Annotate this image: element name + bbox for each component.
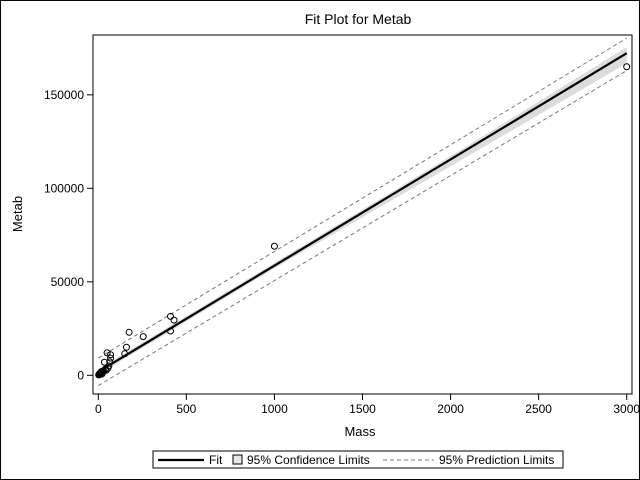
legend-fit-label: Fit xyxy=(209,453,223,467)
data-point xyxy=(170,316,178,324)
legend-confidence-swatch xyxy=(232,454,243,465)
data-point xyxy=(167,327,175,335)
y-tick-label: 100000 xyxy=(44,181,84,195)
data-point xyxy=(125,328,133,336)
y-tick-label: 50000 xyxy=(51,275,85,289)
y-axis-ticks: 0 50000 100000 150000 xyxy=(44,88,93,382)
x-tick-label: 2000 xyxy=(437,402,464,416)
upper-prediction-limit xyxy=(98,37,627,359)
data-point xyxy=(167,312,175,320)
data-point xyxy=(121,350,129,358)
data-point xyxy=(270,242,278,250)
fit-layer xyxy=(97,52,628,373)
data-point xyxy=(106,358,114,366)
x-tick-label: 500 xyxy=(176,402,196,416)
y-axis-label: Metab xyxy=(10,196,25,232)
data-point xyxy=(139,333,147,341)
y-tick-label: 150000 xyxy=(44,88,84,102)
data-point xyxy=(100,358,108,366)
x-axis-ticks: 0 500 1000 1500 2000 2500 3000 xyxy=(95,394,640,416)
data-point xyxy=(105,362,113,370)
data-point xyxy=(103,349,111,357)
x-axis-label: Mass xyxy=(344,424,376,439)
lower-prediction-limit xyxy=(98,70,627,387)
x-tick-label: 1500 xyxy=(349,402,376,416)
data-point xyxy=(122,343,130,351)
x-tick-label: 0 xyxy=(95,402,102,416)
legend-prediction-label: 95% Prediction Limits xyxy=(439,453,554,467)
data-point xyxy=(623,63,631,71)
legend: Fit 95% Confidence Limits 95% Prediction… xyxy=(152,450,564,469)
x-tick-label: 1000 xyxy=(261,402,288,416)
legend-box xyxy=(152,450,564,469)
point-layer xyxy=(95,63,631,379)
x-tick-label: 3000 xyxy=(613,402,640,416)
chart-title: Fit Plot for Metab xyxy=(305,11,412,27)
data-point xyxy=(107,351,115,359)
legend-confidence-label: 95% Confidence Limits xyxy=(247,453,370,467)
y-tick-label: 0 xyxy=(77,368,84,382)
x-tick-label: 2500 xyxy=(525,402,552,416)
data-point xyxy=(107,354,115,362)
confidence-band xyxy=(98,46,627,375)
fit-line xyxy=(97,52,628,373)
